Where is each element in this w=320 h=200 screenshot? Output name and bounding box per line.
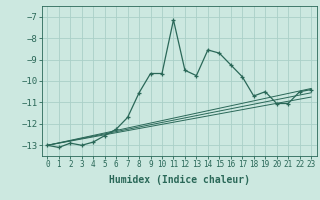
X-axis label: Humidex (Indice chaleur): Humidex (Indice chaleur) — [109, 175, 250, 185]
